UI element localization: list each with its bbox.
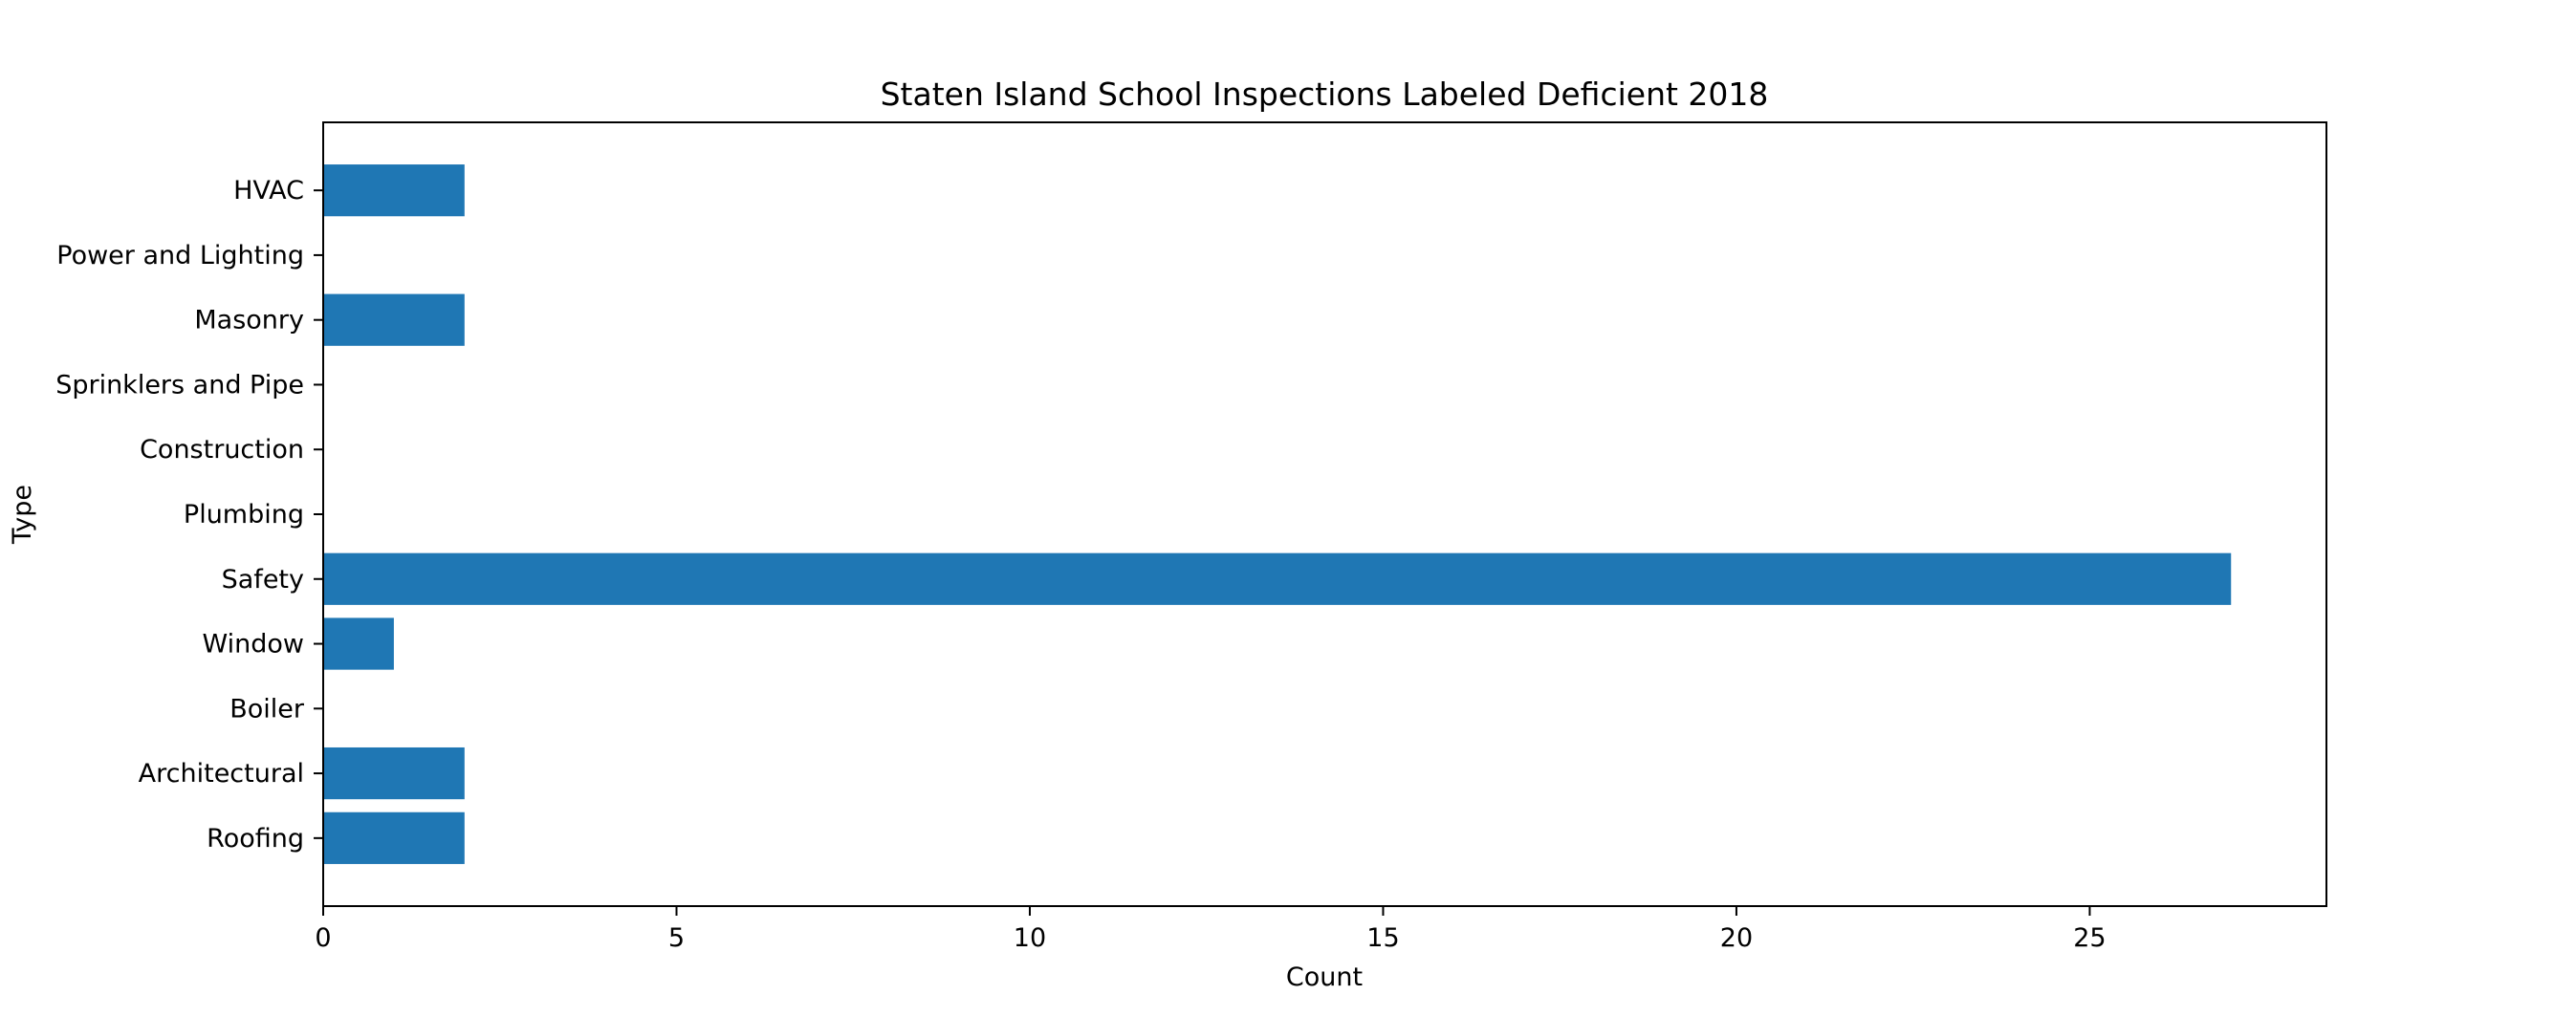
x-tick-label-20: 20 [1720,923,1753,953]
bar-window [323,617,394,670]
x-tick-label-25: 25 [2073,923,2106,953]
bar-hvac [323,164,465,217]
bar-roofing [323,811,465,864]
bar-architectural [323,747,465,800]
y-tick-label-boiler: Boiler [229,694,305,724]
x-axis: 0 5 10 15 20 25 [315,906,2107,953]
bar-safety [323,552,2232,605]
y-tick-label-hvac: HVAC [233,176,304,206]
x-tick-label-15: 15 [1366,923,1399,953]
y-axis-label: Type [8,485,37,545]
x-tick-label-5: 5 [668,923,685,953]
y-tick-label-masonry: Masonry [194,306,304,335]
y-tick-label-architectural: Architectural [139,759,304,789]
y-tick-label-plumbing: Plumbing [184,500,304,530]
y-tick-label-sprinklers-and-pipe: Sprinklers and Pipe [55,370,304,400]
y-axis: Roofing Architectural Boiler Window Safety Pl… [55,176,323,854]
bars-group [323,164,2232,864]
x-tick-label-10: 10 [1014,923,1046,953]
y-tick-label-window: Window [203,630,304,660]
y-tick-label-power-and-lighting: Power and Lighting [56,241,304,270]
plot-frame [322,121,2327,907]
y-tick-label-construction: Construction [140,435,304,465]
chart-title: Staten Island School Inspections Labeled… [881,76,1769,113]
bar-masonry [323,293,465,346]
y-tick-label-safety: Safety [222,565,304,595]
x-tick-label-0: 0 [315,923,331,953]
x-axis-label: Count [1286,963,1363,992]
y-tick-label-roofing: Roofing [207,824,304,854]
